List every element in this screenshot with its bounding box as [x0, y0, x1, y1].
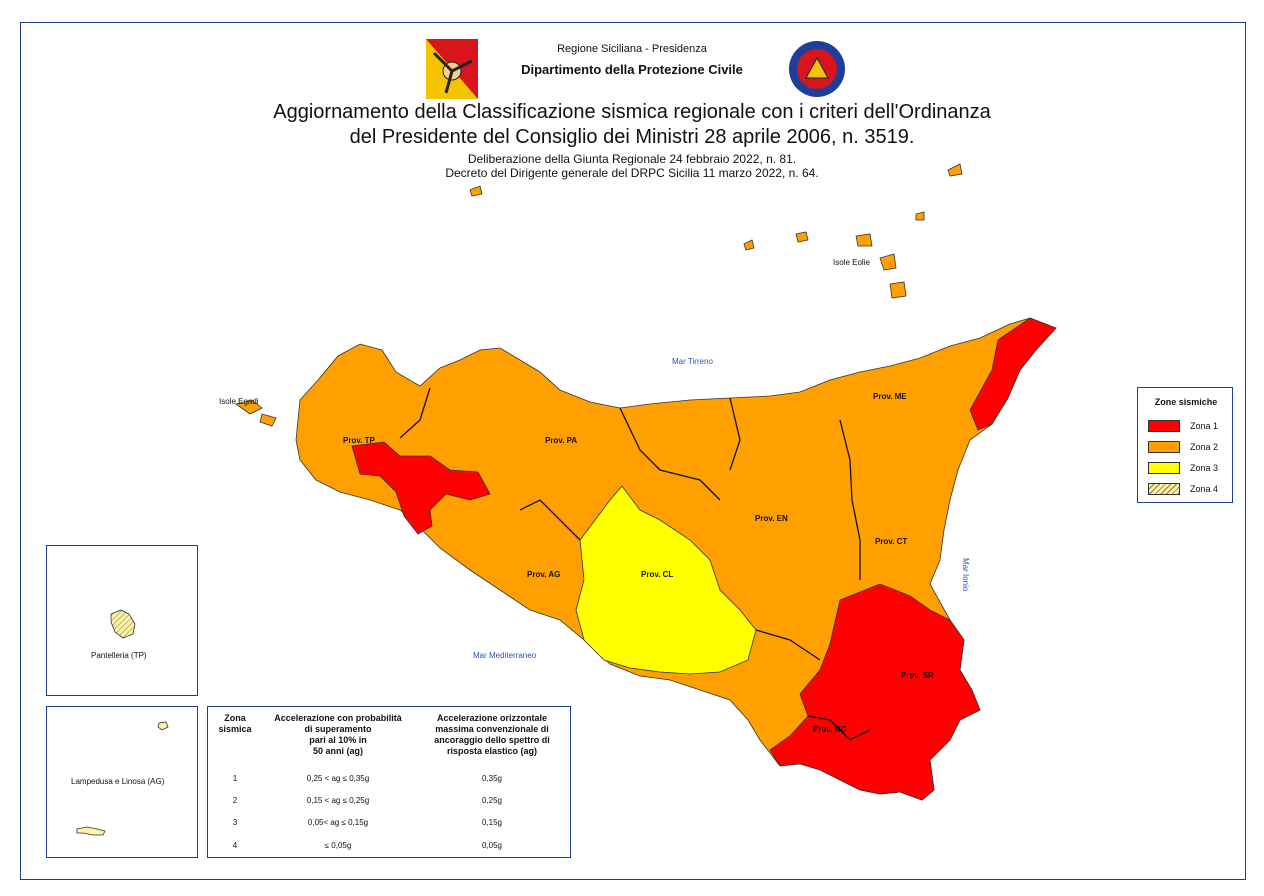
table-cell: 0,35g [481, 774, 503, 783]
zona1-area-messina [969, 317, 1057, 431]
legend-item-zona4: Zona 4 [1148, 483, 1230, 497]
table-cell: 0,05g [481, 841, 503, 850]
province-label-rg: Prov. RG [813, 725, 847, 734]
table-cell: 0,05< ag ≤ 0,15g [307, 818, 369, 827]
province-label-en: Prov. EN [755, 514, 788, 523]
label-isole-egadi: Isole Egadi [219, 397, 259, 406]
table-cell: 2 [232, 796, 238, 805]
province-label-ag: Prov. AG [527, 570, 561, 579]
inset-label-lampedusa: Lampedusa e Linosa (AG) [71, 777, 165, 786]
sea-label-mediterraneo: Mar Mediterraneo [473, 651, 537, 660]
inset-label-pantelleria: Pantelleria (TP) [91, 651, 147, 660]
subtitle-line-1: Deliberazione della Giunta Regionale 24 … [467, 152, 797, 166]
province-label-sr: Prov. SR [901, 671, 934, 680]
table-cell: 0,15 < ag ≤ 0,25g [306, 796, 370, 805]
legend-label-zona2: Zona 2 [1190, 442, 1219, 452]
regione-siciliana-logo [426, 39, 478, 99]
legend-item-zona1: Zona 1 [1148, 420, 1230, 434]
table-cell: ≤ 0,05g [324, 841, 352, 850]
lampedusa-island [76, 826, 106, 836]
legend-label-zona4: Zona 4 [1190, 484, 1219, 494]
subtitle-line-2: Decreto del Dirigente generale del DRPC … [445, 166, 819, 180]
table-header-probability: Accelerazione con probabilità di superam… [274, 713, 402, 756]
zona3-area [575, 485, 757, 675]
protezione-civile-logo [789, 41, 845, 97]
label-isole-eolie: Isole Eolie [833, 258, 870, 267]
department-name: Dipartimento della Protezione Civile [521, 62, 743, 77]
table-header-horizontal: Accelerazione orizzontale massima conven… [434, 713, 550, 756]
table-cell: 3 [232, 818, 238, 827]
legend-label-zona1: Zona 1 [1190, 421, 1219, 431]
linosa-island [157, 721, 169, 731]
table-cell: 0,25g [481, 796, 503, 805]
legend-title: Zone sismiche [1154, 397, 1218, 407]
egadi-islands [235, 399, 277, 427]
sea-label-ionio: Mar Ionio [961, 558, 970, 592]
legend-swatch-zona1 [1148, 420, 1180, 432]
map-frame [20, 22, 1246, 880]
sea-label-tirreno: Mar Tirreno [672, 357, 713, 366]
zona1-area-southeast [769, 583, 981, 801]
province-label-me: Prov. ME [873, 392, 907, 401]
inset-lampedusa: Lampedusa e Linosa (AG) [46, 706, 198, 858]
province-label-ct: Prov. CT [875, 537, 908, 546]
acceleration-table: Zona sismica Accelerazione con probabili… [207, 706, 571, 858]
legend-label-zona3: Zona 3 [1190, 463, 1219, 473]
legend-swatch-zona4 [1148, 483, 1180, 495]
table-cell: 0,15g [481, 818, 503, 827]
legend-item-zona2: Zona 2 [1148, 441, 1230, 455]
province-label-pa: Prov. PA [545, 436, 578, 445]
table-cell: 4 [232, 841, 238, 850]
legend-swatch-zona2 [1148, 441, 1180, 453]
inset-pantelleria: Pantelleria (TP) [46, 545, 198, 696]
title-line-2: del Presidente del Consiglio dei Ministr… [349, 126, 915, 148]
eolie-islands [743, 163, 963, 299]
legend: Zone sismiche Zona 1 Zona 2 Zona 3 Zona … [1137, 387, 1233, 503]
legend-swatch-zona3 [1148, 462, 1180, 474]
pantelleria-island [110, 609, 136, 639]
province-label-cl: Prov. CL [641, 570, 674, 579]
table-header-zona: Zona sismica [218, 713, 252, 734]
table-cell: 0,25 < ag ≤ 0,35g [306, 774, 370, 783]
ustica-island [469, 185, 483, 197]
region-line: Regione Siciliana - Presidenza [557, 43, 707, 55]
legend-item-zona3: Zona 3 [1148, 462, 1230, 476]
zona1-area-west [351, 441, 491, 535]
title-line-1: Aggiornamento della Classificazione sism… [273, 101, 991, 123]
province-label-tp: Prov. TP [343, 436, 375, 445]
table-cell: 1 [232, 774, 238, 783]
